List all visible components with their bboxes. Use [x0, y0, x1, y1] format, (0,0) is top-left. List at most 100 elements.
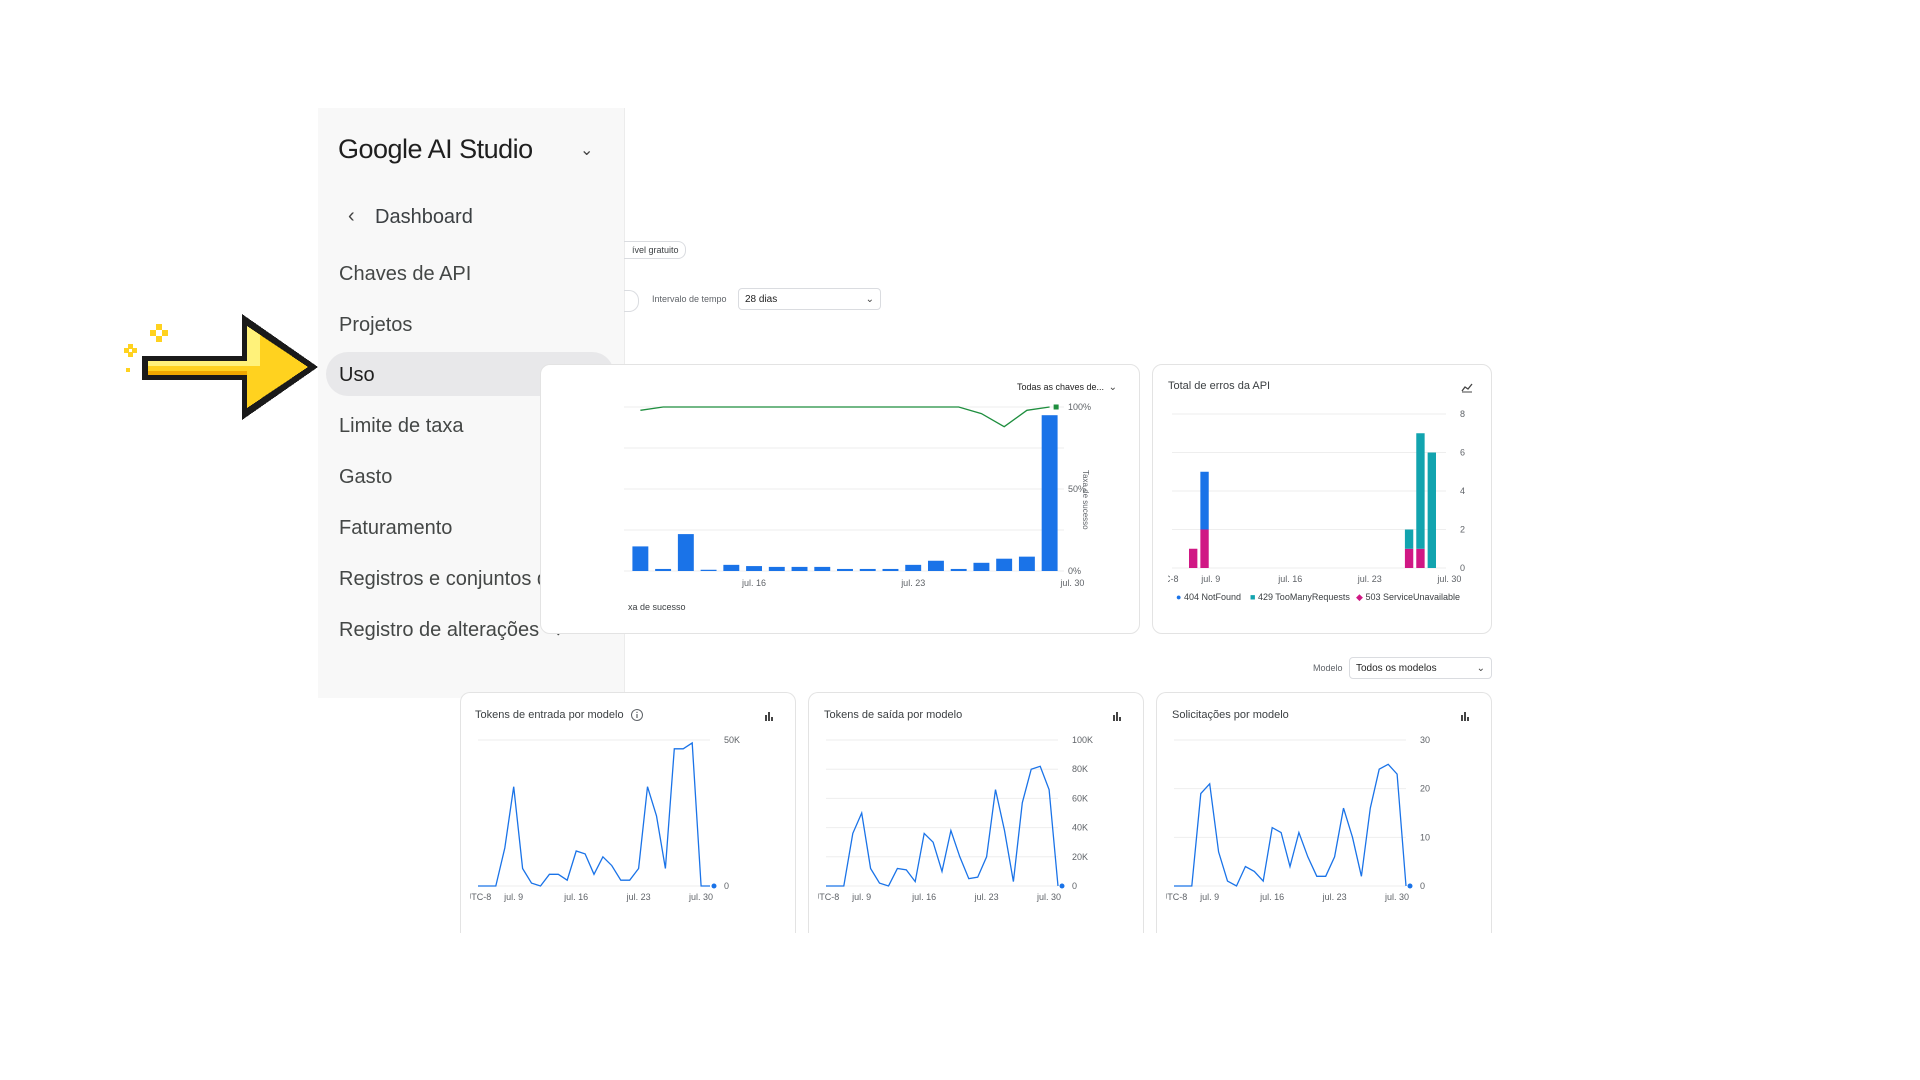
- error-bar-segment: [1416, 548, 1425, 568]
- x-axis-tick: UTC-8: [1166, 892, 1187, 902]
- legend-square-icon: ■: [1250, 592, 1256, 602]
- legend-label: 429 TooManyRequests: [1257, 592, 1350, 602]
- errors-legend: ● 404 NotFound ■ 429 TooManyRequests ◆ 5…: [1176, 592, 1476, 606]
- x-axis-tick: jul. 23: [1357, 574, 1382, 584]
- chart-type-icon[interactable]: [1460, 380, 1474, 394]
- api-key-select-value: Todas as chaves de...: [1017, 382, 1105, 392]
- request-bar: [996, 558, 1013, 571]
- legend-dot-icon: ●: [1176, 592, 1182, 602]
- chevron-down-icon[interactable]: ⌄: [580, 142, 594, 159]
- sidebar-item-label: Faturamento: [339, 517, 453, 539]
- error-bar-segment: [1200, 471, 1209, 530]
- x-axis-tick: jul. 23: [1322, 892, 1347, 902]
- success-rate-line: [640, 406, 1050, 428]
- y-axis-tick: 60K: [1072, 793, 1088, 803]
- y-axis-tick: 20K: [1072, 852, 1088, 862]
- sidebar-item-label: Uso: [339, 364, 375, 386]
- request-bar: [1041, 415, 1058, 571]
- error-bar-segment: [1427, 452, 1436, 568]
- info-icon[interactable]: [630, 708, 644, 722]
- errors-chart: 8 6 4 2 0 UTC-8 jul. 9 jul. 16 jul. 23 jul. 30: [1168, 409, 1465, 584]
- legend-diamond-icon: ◆: [1356, 592, 1363, 602]
- x-axis-tick: jul. 30: [688, 892, 713, 902]
- request-bar: [859, 568, 876, 571]
- api-key-select[interactable]: Todas as chaves de... ⌄: [1013, 378, 1121, 396]
- y-axis-tick: 4: [1460, 486, 1465, 496]
- sidebar-item-billing[interactable]: Faturamento: [318, 517, 624, 540]
- sidebar-item-usage-label: Uso: [318, 364, 624, 387]
- request-bar: [1018, 556, 1035, 571]
- bar-chart-icon[interactable]: [1458, 709, 1472, 723]
- x-axis-tick: jul. 30: [1036, 892, 1061, 902]
- tier-badge-label: ível gratuito: [632, 245, 679, 255]
- x-axis-tick: jul. 9: [1200, 574, 1220, 584]
- time-range-label: Intervalo de tempo: [652, 294, 727, 304]
- x-axis-tick: jul. 30: [1436, 574, 1461, 584]
- input-tokens-title: Tokens de entrada por modelo: [475, 709, 624, 721]
- request-bar: [905, 564, 922, 571]
- sidebar-item-spend[interactable]: Gasto: [318, 466, 624, 489]
- sidebar-item-label: Limite de taxa: [339, 415, 464, 437]
- series-end-point: [711, 883, 717, 889]
- x-axis-tick: jul. 30: [1059, 578, 1084, 588]
- request-bar: [973, 562, 990, 571]
- output-tokens-title: Tokens de saída por modelo: [824, 709, 963, 721]
- filter-edge: [624, 290, 639, 312]
- request-bar: [837, 568, 853, 571]
- error-bar-segment: [1404, 548, 1414, 568]
- right-axis-tick: 50%: [1068, 484, 1086, 494]
- sidebar-item-label: Projetos: [339, 314, 413, 336]
- x-axis-tick: jul. 9: [851, 892, 871, 902]
- error-bar-segment: [1200, 529, 1209, 568]
- chevron-down-icon: ⌄: [865, 293, 874, 305]
- request-bar: [791, 566, 808, 571]
- request-bar: [632, 546, 649, 571]
- input-tokens-chart: 50K 0 UTC-8 jul. 9 jul. 16 jul. 23 jul. 30: [470, 735, 740, 902]
- sidebar-item-projects[interactable]: Projetos: [318, 314, 624, 337]
- success-rate-end-marker: [1053, 404, 1059, 410]
- error-bar-segment: [1416, 433, 1425, 549]
- model-select[interactable]: Todos os modelos ⌄: [1349, 657, 1492, 679]
- x-axis-tick: UTC-8: [818, 892, 839, 902]
- request-bar: [814, 566, 831, 571]
- x-axis-tick: jul. 9: [1199, 892, 1219, 902]
- x-axis-tick: jul. 23: [974, 892, 999, 902]
- legend-label: 503 ServiceUnavailable: [1365, 592, 1460, 602]
- x-axis-tick: jul. 16: [563, 892, 588, 902]
- y-axis-tick: 50K: [724, 735, 740, 745]
- sidebar-item-rate-limit[interactable]: Limite de taxa: [318, 415, 624, 438]
- bar-chart-icon[interactable]: [1110, 709, 1124, 723]
- y-axis-tick: 40K: [1072, 823, 1088, 833]
- request-bar: [677, 534, 694, 571]
- errors-card-title: Total de erros da API: [1168, 380, 1271, 392]
- sidebar-item-api-keys[interactable]: Chaves de API: [318, 263, 624, 286]
- y-axis-tick: 0: [1420, 881, 1425, 891]
- error-bar-segment: [1189, 548, 1198, 568]
- y-axis-tick: 100K: [1072, 735, 1093, 745]
- y-axis-tick: 8: [1460, 409, 1465, 419]
- y-axis-tick: 2: [1460, 525, 1465, 535]
- time-range-select[interactable]: 28 dias ⌄: [738, 288, 881, 310]
- chevron-left-icon: ‹: [348, 205, 355, 227]
- y-axis-tick: 0: [1072, 881, 1077, 891]
- request-bar: [655, 568, 672, 571]
- requests-by-model-chart: 30 20 10 0 UTC-8 jul. 9 jul. 16 jul. 23 jul. 30: [1166, 735, 1430, 902]
- bar-chart-icon[interactable]: [762, 709, 776, 723]
- back-link-label: Dashboard: [375, 206, 473, 228]
- x-axis-tick: UTC-8: [470, 892, 491, 902]
- y-axis-tick: 20: [1420, 784, 1430, 794]
- series-line: [478, 741, 710, 887]
- request-bar: [768, 566, 785, 571]
- y-axis-tick: 0: [724, 881, 729, 891]
- x-axis-tick: jul. 16: [741, 578, 766, 588]
- chevron-down-icon: ⌄: [1108, 381, 1117, 393]
- series-line: [826, 765, 1059, 887]
- y-axis-tick: 30: [1420, 735, 1430, 745]
- legend-item-503: ◆ 503 ServiceUnavailable: [1356, 592, 1460, 603]
- success-rate-axis-title: Taxa de sucesso: [1081, 470, 1090, 530]
- x-axis-tick: jul. 9: [503, 892, 523, 902]
- model-select-value: Todos os modelos: [1356, 662, 1437, 674]
- right-axis-tick: 100%: [1068, 402, 1091, 412]
- y-axis-tick: 0: [1460, 563, 1465, 573]
- error-bar-segment: [1404, 529, 1414, 549]
